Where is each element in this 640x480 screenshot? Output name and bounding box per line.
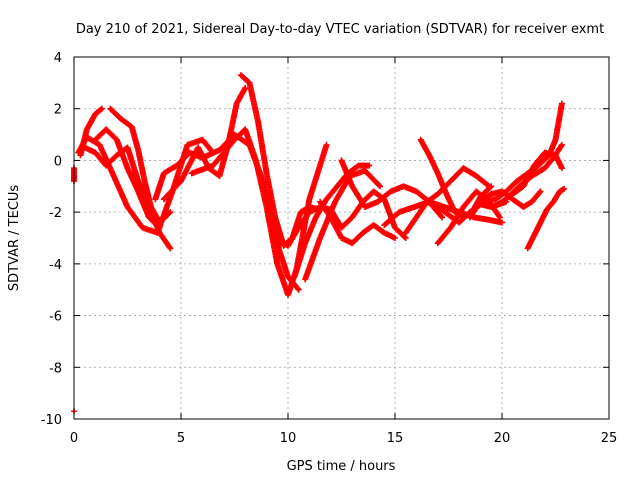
data-point xyxy=(294,285,301,292)
x-tick-labels: 0 5 10 15 20 25 xyxy=(70,431,617,446)
x-tick-label: 5 xyxy=(177,431,185,446)
data-point xyxy=(558,100,565,107)
data-point xyxy=(496,214,503,221)
data-point xyxy=(98,105,105,112)
y-tick-label: 2 xyxy=(54,103,62,118)
data-point xyxy=(484,182,491,189)
data-point xyxy=(558,165,565,172)
data-point xyxy=(375,182,382,189)
y-tick-label: 4 xyxy=(54,51,62,66)
y-tick-label: -8 xyxy=(49,361,62,376)
data-point xyxy=(499,219,505,226)
series-track-24 xyxy=(509,149,565,198)
series-track-22 xyxy=(481,100,565,205)
x-axis-label: GPS time / hours xyxy=(287,459,396,474)
series-track-6 xyxy=(92,126,163,231)
series-track-14 xyxy=(317,198,398,247)
data-point xyxy=(242,85,249,92)
data-point xyxy=(561,185,568,192)
series-track-19 xyxy=(424,165,493,205)
y-tick-label: -2 xyxy=(49,206,62,221)
data-points xyxy=(71,72,568,415)
data-point xyxy=(167,209,174,216)
data-point xyxy=(155,223,162,230)
chart-title: Day 210 of 2021, Sidereal Day-to-day VTE… xyxy=(76,22,604,37)
data-point xyxy=(97,106,104,113)
data-point xyxy=(323,141,330,148)
x-tick-label: 20 xyxy=(494,431,511,446)
data-point xyxy=(401,233,408,240)
y-tick-label: -4 xyxy=(49,258,62,273)
data-point xyxy=(439,214,446,221)
data-point xyxy=(536,189,543,196)
x-tick-label: 25 xyxy=(601,431,618,446)
data-point xyxy=(166,210,173,217)
grid-lines xyxy=(74,57,609,419)
data-point xyxy=(402,235,409,241)
data-point xyxy=(438,213,445,220)
axis-ticks xyxy=(73,56,610,420)
data-point xyxy=(366,162,373,169)
data-point xyxy=(377,183,384,190)
data-point xyxy=(537,188,544,195)
y-tick-label: 0 xyxy=(54,154,62,169)
x-tick-label: 0 xyxy=(70,431,78,446)
data-point xyxy=(156,224,163,231)
series-track-5 xyxy=(107,105,174,226)
data-point xyxy=(392,235,398,241)
data-point xyxy=(295,286,302,293)
x-tick-label: 10 xyxy=(280,431,297,446)
plot-frame xyxy=(73,56,610,420)
data-point xyxy=(558,141,565,148)
x-tick-label: 15 xyxy=(387,431,404,446)
y-tick-labels: -10 -8 -6 -4 -2 0 2 4 xyxy=(41,51,62,428)
data-point xyxy=(486,183,493,190)
y-axis-label: SDTVAR / TECUs xyxy=(7,185,22,292)
series-track-25 xyxy=(524,185,568,252)
y-tick-label: -6 xyxy=(49,310,62,325)
data-point xyxy=(167,245,174,252)
y-tick-label: -10 xyxy=(41,413,62,428)
